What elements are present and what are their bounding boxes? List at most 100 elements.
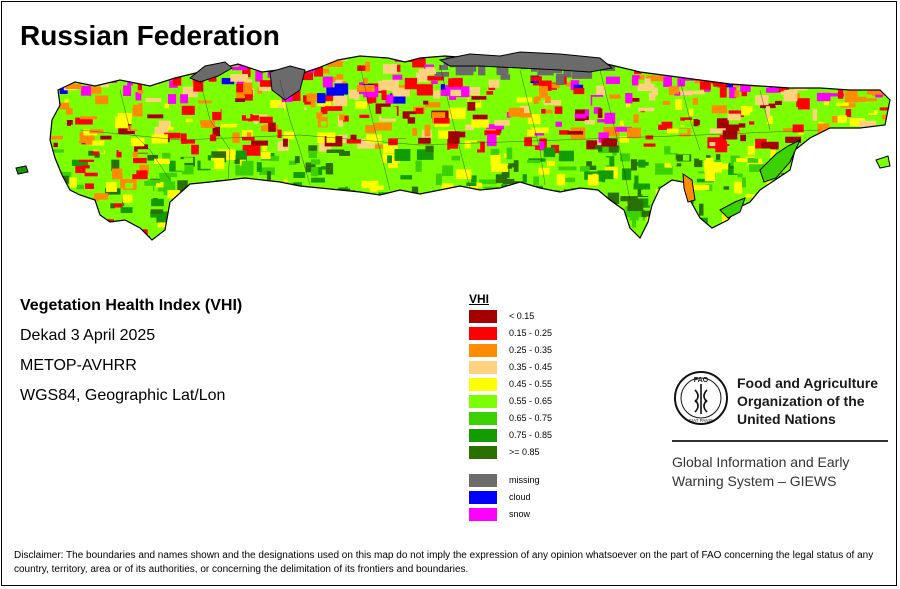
vhi-pixel-patch [625,93,633,104]
vhi-pixel-patch [339,114,345,121]
vhi-pixel-patch [455,66,474,76]
vhi-pixel-patch [263,232,270,240]
vhi-pixel-patch [566,222,577,232]
vhi-pixel-patch [644,78,651,90]
vhi-pixel-patch [166,72,181,76]
vhi-pixel-patch [881,172,890,180]
vhi-pixel-patch [465,228,477,240]
vhi-pixel-patch [766,115,773,124]
vhi-pixel-patch [83,218,101,229]
vhi-pixel-patch [605,179,615,185]
vhi-pixel-patch [310,237,323,240]
vhi-pixel-patch [160,238,175,240]
vhi-pixel-patch [101,230,115,240]
vhi-pixel-patch [276,244,294,250]
legend-label: < 0.15 [509,311,535,321]
vhi-pixel-patch [351,206,367,216]
vhi-pixel-patch [125,183,133,189]
vhi-pixel-patch [533,176,539,186]
legend-title: VHI [469,292,490,306]
vhi-pixel-patch [486,124,504,130]
vhi-pixel-patch [467,197,472,208]
vhi-pixel-patch [811,61,817,65]
vhi-pixel-patch [567,131,584,135]
vhi-pixel-patch [747,59,762,71]
vhi-pixel-patch [156,182,164,188]
vhi-pixel-patch [245,187,262,195]
vhi-pixel-patch [871,212,878,224]
vhi-pixel-patch [740,56,751,65]
vhi-pixel-patch [484,130,501,136]
vhi-pixel-patch [359,199,378,211]
vhi-pixel-patch [478,64,486,76]
vhi-pixel-patch [263,194,273,199]
vhi-pixel-patch [53,142,58,148]
vhi-pixel-patch [433,90,440,99]
vhi-pixel-patch [662,100,670,105]
vhi-pixel-patch [885,126,890,134]
vhi-pixel-patch [324,213,340,224]
vhi-pixel-patch [474,244,490,250]
vhi-pixel-patch [538,219,551,232]
vhi-pixel-patch [849,118,865,127]
vhi-pixel-patch [595,145,609,154]
vhi-pixel-patch [720,245,728,248]
vhi-pixel-patch [804,225,813,232]
vhi-pixel-patch [859,151,864,160]
vhi-pixel-patch [558,177,575,183]
vhi-pixel-patch [487,134,497,147]
vhi-pixel-patch [825,179,833,185]
vhi-pixel-patch [207,231,220,236]
vhi-pixel-patch [66,108,73,115]
vhi-pixel-patch [427,75,444,81]
vhi-pixel-patch [778,191,797,196]
vhi-pixel-patch [478,190,492,203]
vhi-pixel-patch [538,141,545,151]
vhi-pixel-patch [167,126,174,130]
fao-logo-icon: FAO FIAT PANIS [674,371,728,425]
vhi-pixel-patch [741,158,759,163]
vhi-pixel-patch [894,199,900,206]
vhi-pixel-patch [312,218,321,228]
vhi-pixel-patch [213,211,228,221]
vhi-pixel-patch [448,107,466,120]
vhi-pixel-patch [837,89,844,99]
vhi-pixel-patch [191,190,203,197]
vhi-pixel-patch [828,59,845,64]
vhi-pixel-patch [255,71,263,82]
vhi-pixel-patch [631,75,639,86]
vhi-pixel-patch [131,119,140,130]
vhi-pixel-patch [382,79,399,91]
vhi-pixel-patch [790,192,804,203]
vhi-pixel-patch [627,127,641,139]
vhi-pixel-patch [102,56,113,66]
vhi-pixel-patch [668,86,679,95]
vhi-pixel-patch [749,121,755,125]
vhi-pixel-patch [50,151,53,156]
vhi-pixel-patch [293,172,306,178]
vhi-pixel-patch [574,113,587,119]
vhi-pixel-patch [742,177,750,188]
vhi-pixel-patch [332,231,345,240]
vhi-pixel-patch [159,174,171,182]
vhi-pixel-patch [484,244,497,250]
vhi-pixel-patch [377,202,385,213]
vhi-pixel-patch [478,224,485,237]
vhi-pixel-patch [777,201,793,209]
vhi-pixel-patch [114,116,128,129]
vhi-pixel-patch [781,235,786,240]
vhi-pixel-patch [432,112,446,124]
legend-swatch [469,446,497,459]
vhi-pixel-patch [472,239,488,240]
vhi-pixel-patch [346,139,361,144]
vhi-pixel-patch [396,218,403,222]
vhi-pixel-patch [172,76,182,86]
legend-label: 0.75 - 0.85 [509,430,553,440]
map-title: Russian Federation [20,20,280,51]
vhi-pixel-patch [820,82,836,88]
vhi-pixel-patch [241,160,254,172]
vhi-pixel-patch [880,190,886,199]
vhi-pixel-patch [507,165,512,169]
vhi-pixel-patch [859,120,877,128]
vhi-pixel-patch [317,93,326,104]
